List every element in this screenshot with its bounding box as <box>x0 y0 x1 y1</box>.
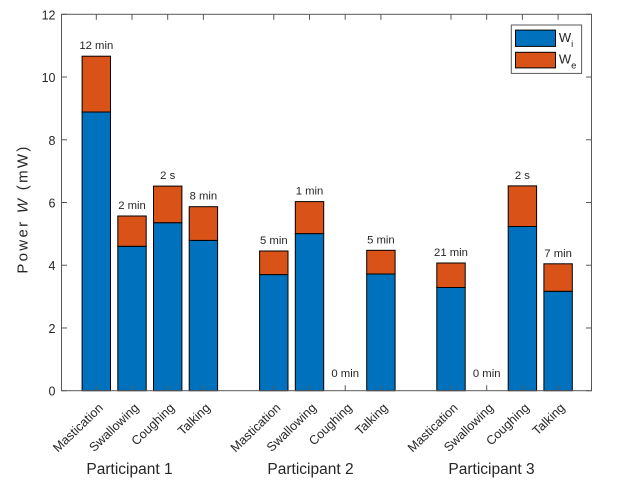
svg-text:0 min: 0 min <box>331 368 359 380</box>
svg-text:5 min: 5 min <box>260 235 288 247</box>
svg-text:12 min: 12 min <box>79 40 113 52</box>
svg-text:7 min: 7 min <box>544 248 572 260</box>
svg-text:0: 0 <box>49 385 56 399</box>
svg-text:Power W (mW): Power W (mW) <box>15 144 32 273</box>
svg-text:8 min: 8 min <box>190 191 218 203</box>
svg-text:0 min: 0 min <box>473 368 501 380</box>
svg-text:8: 8 <box>49 134 56 148</box>
svg-text:2 s: 2 s <box>515 170 530 182</box>
svg-text:Participant 3: Participant 3 <box>448 461 534 478</box>
svg-text:Participant 2: Participant 2 <box>267 461 353 478</box>
svg-text:12: 12 <box>42 8 56 22</box>
svg-text:6: 6 <box>49 197 56 211</box>
svg-text:2 min: 2 min <box>118 200 146 212</box>
svg-text:2 s: 2 s <box>160 170 175 182</box>
svg-text:1 min: 1 min <box>296 186 324 198</box>
svg-text:10: 10 <box>42 71 56 85</box>
svg-text:4: 4 <box>49 259 56 273</box>
svg-text:2: 2 <box>49 322 56 336</box>
svg-text:21 min: 21 min <box>434 247 468 259</box>
svg-text:5 min: 5 min <box>367 234 395 246</box>
svg-text:Participant 1: Participant 1 <box>86 461 172 478</box>
svg-text:Wi: Wi <box>559 30 573 50</box>
